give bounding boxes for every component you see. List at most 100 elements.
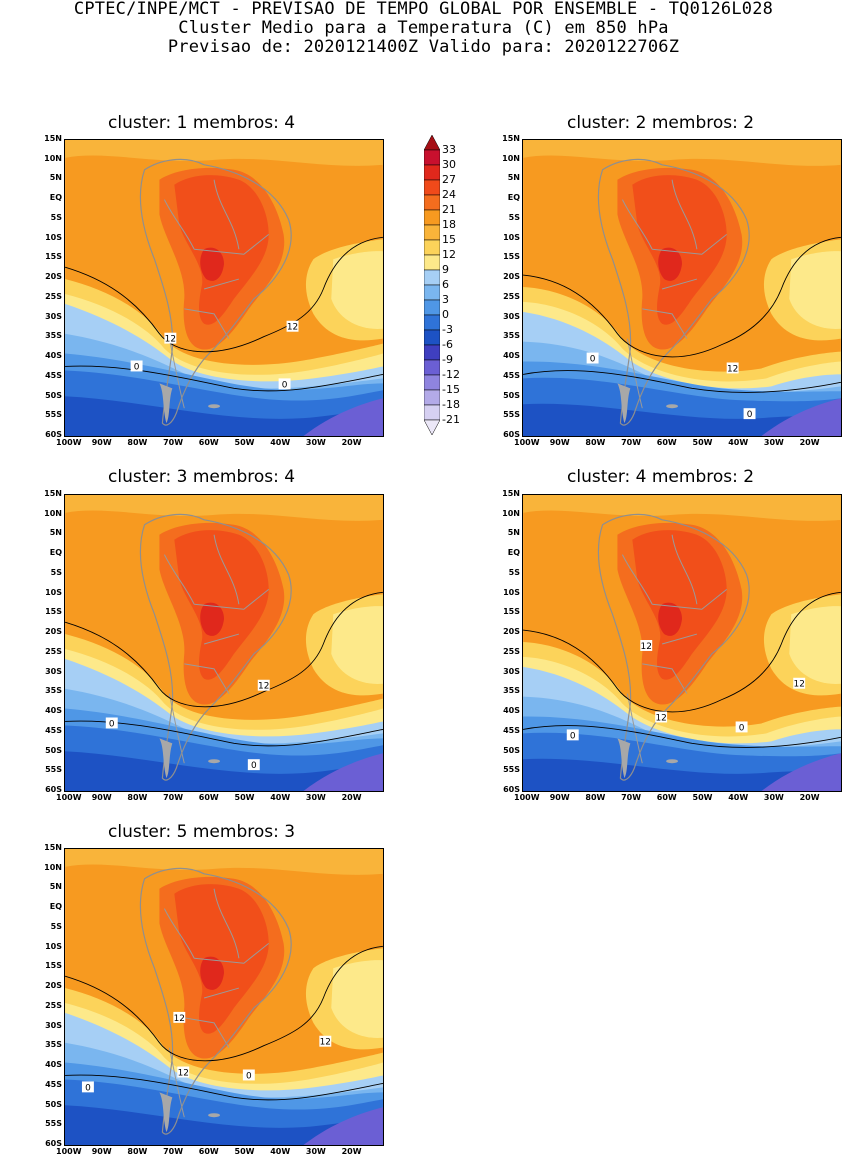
colorbar-label: 18 [442, 218, 456, 231]
panel-4-title: cluster: 4 membros: 2 [567, 467, 755, 487]
lat-tick-label: 15S [45, 961, 62, 971]
lon-tick-label: 30W [305, 1147, 326, 1156]
band-neg12-neg9 [761, 753, 841, 791]
lon-tick-label: 50W [234, 438, 255, 447]
band-neg6-neg3 [65, 1105, 383, 1145]
lon-tick-label: 70W [621, 793, 642, 802]
contour-12 [65, 236, 383, 353]
lon-tick-label: 80W [585, 793, 606, 802]
colorbar-swatch [423, 134, 441, 151]
lat-tick-label: 45S [45, 725, 62, 735]
contour-label: 12 [286, 320, 299, 333]
warm-core [658, 247, 682, 281]
lat-tick-label: 35S [503, 686, 520, 696]
band-9-12-east [331, 960, 383, 1038]
band-12-15-north [65, 495, 383, 521]
band-21-24 [174, 530, 269, 680]
band-21-24 [174, 175, 269, 325]
colorbar-label: 6 [442, 278, 449, 291]
contour-label: 12 [173, 1011, 186, 1024]
lat-tick-label: 10N [502, 153, 520, 163]
contour-0 [523, 370, 841, 393]
contour-label: 0 [566, 729, 579, 741]
coastline [597, 513, 750, 781]
panel-3-title: cluster: 3 membros: 4 [108, 467, 296, 487]
lat-tick-label: 60S [45, 1139, 62, 1148]
lat-tick-label: 50S [503, 390, 520, 400]
lat-tick-label: 55S [45, 765, 62, 775]
svg-text:0: 0 [590, 355, 596, 365]
lat-tick-label: 50S [503, 745, 520, 755]
lon-tick-label: 50W [692, 438, 713, 447]
lon-tick-label: 60W [656, 793, 677, 802]
lat-tick-label: 5N [49, 882, 62, 892]
falkland-islands [208, 1113, 221, 1118]
contour-label: 12 [655, 711, 668, 723]
band-12-15-north [523, 140, 841, 166]
lat-tick-label: 50S [45, 745, 62, 755]
colorbar-label: 33 [442, 143, 456, 156]
lat-tick-label: 5N [49, 528, 62, 538]
colorbar-legend: 33 30 27 24 21 18 15 12 9 6 3 0 -3 -6 -9 -12 -15 -18 -21 [423, 134, 464, 441]
contour-label: 12 [164, 332, 177, 345]
contour-label: 0 [278, 378, 291, 390]
lat-tick-label: EQ [507, 548, 520, 558]
colorbar-label: 27 [442, 173, 456, 186]
contour-label: 12 [726, 362, 739, 374]
svg-text:12: 12 [794, 680, 805, 690]
figure-header: CPTEC/INPE/MCT - PREVISAO DE TEMPO GLOBA… [0, 0, 847, 57]
country-borders [163, 534, 270, 764]
contour-label: 12 [793, 677, 806, 690]
lon-tick-label: 70W [163, 1147, 184, 1156]
lat-tick-label: 25S [45, 646, 62, 656]
band-neg6-neg3 [523, 758, 841, 791]
band-12-15-north [523, 495, 841, 521]
lat-tick-label: 30S [45, 666, 62, 676]
contour-label: 0 [247, 759, 260, 771]
country-borders [621, 534, 728, 764]
lat-tick-label: 60S [503, 430, 520, 439]
colorbar-label: 3 [442, 293, 449, 306]
colorbar-label: 0 [442, 308, 449, 321]
lat-tick-label: 35S [45, 686, 62, 696]
contour-label: 0 [743, 408, 756, 420]
svg-text:0: 0 [109, 719, 115, 729]
lon-tick-label: 90W [91, 438, 112, 447]
svg-text:12: 12 [165, 335, 176, 345]
lon-tick-label: 100W [56, 438, 82, 447]
colorbar-swatch [423, 314, 441, 331]
colorbar-swatch [423, 419, 441, 436]
falkland-islands [666, 404, 679, 409]
lon-tick-label: 80W [127, 793, 148, 802]
colorbar-swatch [423, 359, 441, 376]
colorbar-label: 12 [442, 248, 456, 261]
lat-tick-label: 25S [45, 1000, 62, 1010]
colorbar-label: 21 [442, 203, 456, 216]
warm-core [200, 956, 224, 990]
lat-tick-label: 15N [502, 489, 520, 498]
lat-tick-label: 30S [45, 311, 62, 321]
svg-text:12: 12 [178, 1068, 189, 1078]
lat-tick-label: 10S [45, 232, 62, 242]
lat-tick-label: 20S [503, 272, 520, 282]
lat-tick-label: 15S [503, 607, 520, 617]
contour-0 [523, 725, 841, 748]
lon-tick-label: 20W [341, 793, 362, 802]
contour-label: 0 [130, 360, 143, 372]
lat-tick-label: 30S [503, 666, 520, 676]
lat-tick-label: 35S [45, 331, 62, 341]
colorbar-swatch [423, 239, 441, 256]
svg-text:0: 0 [282, 380, 288, 390]
colorbar-swatch [423, 374, 441, 391]
country-borders [621, 179, 728, 409]
contour-label: 0 [81, 1081, 94, 1093]
svg-text:12: 12 [727, 364, 738, 374]
patagonia-land [159, 1092, 173, 1133]
colorbar-swatch [423, 404, 441, 421]
svg-text:12: 12 [320, 1038, 331, 1048]
colorbar-swatch [423, 299, 441, 316]
lon-tick-label: 50W [234, 793, 255, 802]
lat-tick-label: 15S [45, 607, 62, 617]
svg-text:12: 12 [258, 682, 269, 692]
colorbar-label: -18 [442, 398, 460, 411]
